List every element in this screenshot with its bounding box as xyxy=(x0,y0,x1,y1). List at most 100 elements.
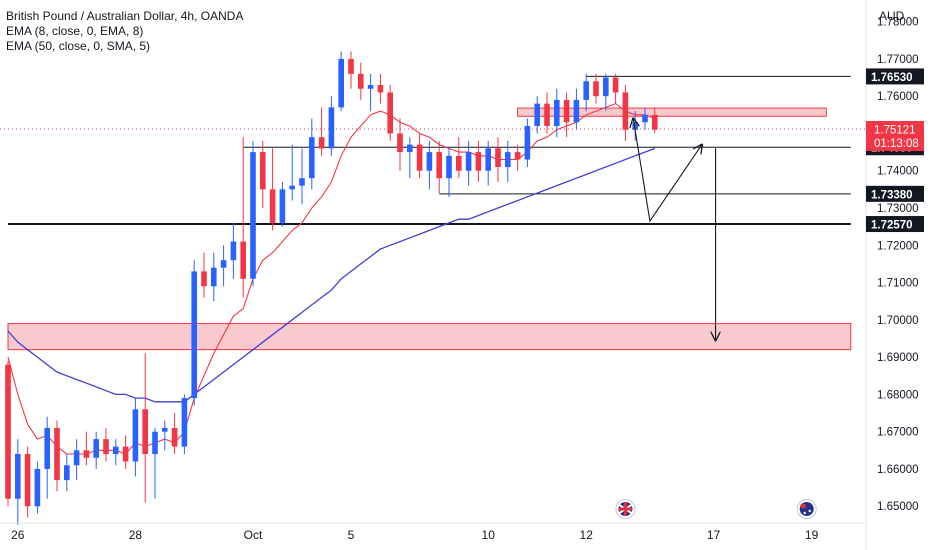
candle xyxy=(593,73,599,104)
candle xyxy=(328,96,335,156)
candle-body xyxy=(260,152,266,190)
candle xyxy=(34,461,41,514)
candle xyxy=(358,62,364,100)
candle-body xyxy=(73,450,80,466)
candle-body xyxy=(15,454,21,499)
supply-zone-1 xyxy=(7,323,852,351)
candle xyxy=(44,416,50,499)
candle-body xyxy=(5,364,11,499)
candle xyxy=(299,148,305,205)
svg-text:1.73380: 1.73380 xyxy=(871,189,913,201)
candle xyxy=(93,431,99,469)
candle-body xyxy=(191,271,197,399)
candle-body xyxy=(279,189,286,223)
candle-body xyxy=(152,431,158,455)
price-tick-label: 1.69000 xyxy=(877,352,919,364)
candle-body xyxy=(44,427,50,469)
price-tick-label: 1.65000 xyxy=(877,501,919,513)
candle xyxy=(132,398,139,477)
candle-body xyxy=(514,152,521,160)
candle xyxy=(544,92,550,134)
candle xyxy=(612,73,619,104)
candle xyxy=(407,137,413,179)
candle-body xyxy=(83,450,90,458)
ema-50-line xyxy=(7,147,656,403)
candle xyxy=(73,439,80,481)
chart-title: British Pound / Australian Dollar, 4h, O… xyxy=(6,9,244,23)
candle xyxy=(603,73,609,112)
price-tick-label: 1.66000 xyxy=(877,464,919,476)
candle-body xyxy=(573,99,580,123)
current-price-value: 1.75121 xyxy=(874,124,916,136)
candle xyxy=(5,360,11,507)
svg-text:1.72570: 1.72570 xyxy=(871,220,913,232)
price-tick-label: 1.70000 xyxy=(877,315,919,327)
price-tick-label: 1.73000 xyxy=(877,203,919,215)
candle xyxy=(436,140,442,194)
candle-body xyxy=(367,84,374,89)
candle xyxy=(83,431,90,466)
price-tick-label: 1.76000 xyxy=(877,91,919,103)
candle-body xyxy=(397,133,403,153)
price-tick-label: 1.74000 xyxy=(877,166,919,178)
candle xyxy=(113,439,119,466)
candle xyxy=(465,140,472,186)
candle-body xyxy=(426,152,433,171)
candle xyxy=(309,118,315,190)
candle xyxy=(416,133,423,179)
candle-body xyxy=(338,58,344,108)
candle xyxy=(260,140,266,209)
candle-body xyxy=(603,77,609,97)
price-tick-label: 1.68000 xyxy=(877,389,919,401)
candle-body xyxy=(181,398,188,447)
candle-body xyxy=(122,446,129,462)
candle-body xyxy=(563,99,570,123)
candle xyxy=(15,439,21,525)
indicator-ema-50[interactable]: EMA (50, close, 0, SMA, 5) xyxy=(6,39,151,53)
candle xyxy=(201,252,207,298)
candle xyxy=(142,353,148,503)
candle xyxy=(573,88,580,130)
candle xyxy=(426,140,433,190)
candle-body xyxy=(309,137,315,179)
candle xyxy=(211,252,217,302)
candle xyxy=(191,260,197,406)
candle-body xyxy=(171,427,178,447)
indicator-ema-8[interactable]: EMA (8, close, 0, EMA, 8) xyxy=(6,24,144,38)
candle xyxy=(250,140,256,287)
candle-body xyxy=(162,427,168,432)
time-tick-label: 10 xyxy=(482,528,496,542)
candle-body xyxy=(475,152,482,171)
candle-body xyxy=(485,148,491,171)
candle xyxy=(279,181,286,227)
svg-text:1.76530: 1.76530 xyxy=(871,72,913,84)
candle-body xyxy=(416,144,423,171)
candle xyxy=(152,427,158,499)
candle-body xyxy=(524,125,531,160)
candle-body xyxy=(348,58,354,74)
candle-body xyxy=(240,241,246,279)
candle xyxy=(64,454,70,492)
time-tick-label: 12 xyxy=(580,528,594,542)
candle-body xyxy=(465,152,472,171)
candle-body xyxy=(132,409,139,462)
candle xyxy=(456,137,462,179)
candle-body xyxy=(54,427,60,481)
candle-body xyxy=(328,107,335,149)
candle-body xyxy=(534,103,540,126)
price-tick-label: 1.67000 xyxy=(877,427,919,439)
candle xyxy=(377,73,384,104)
candle xyxy=(162,420,168,451)
candle xyxy=(318,107,325,156)
candle xyxy=(495,137,501,182)
ema-8-line xyxy=(7,102,655,455)
candle xyxy=(554,88,560,138)
candle-body xyxy=(377,84,384,93)
candle-body xyxy=(612,77,619,93)
candle-body xyxy=(64,465,70,481)
candle-body xyxy=(622,92,629,130)
candle xyxy=(289,144,295,201)
candle-body xyxy=(142,409,148,455)
candle-body xyxy=(318,137,325,149)
